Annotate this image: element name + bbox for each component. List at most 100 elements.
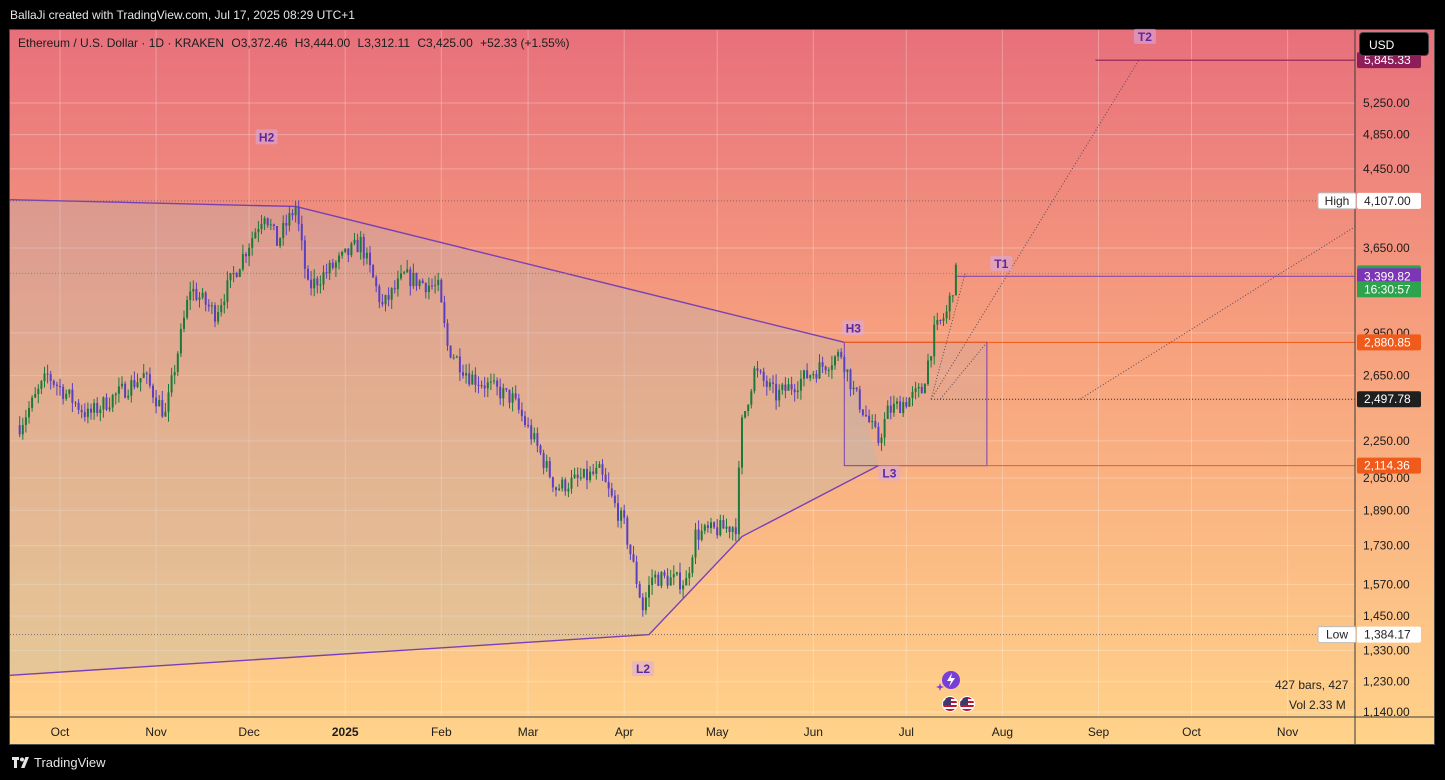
us-flag-icon[interactable] — [959, 696, 975, 712]
candle-body — [691, 557, 694, 573]
countdown-bg — [1357, 281, 1421, 298]
candle-body — [927, 360, 929, 385]
candle-body — [260, 224, 263, 230]
candle-body — [799, 378, 802, 391]
candle-body — [176, 353, 179, 373]
candle-body — [341, 251, 344, 256]
candle-body — [133, 380, 136, 387]
candle-body — [148, 374, 151, 386]
candle-body — [558, 488, 561, 491]
candle-body — [573, 474, 576, 478]
candle-body — [449, 345, 452, 358]
bars-count: 427 bars, 427 — [1275, 678, 1349, 692]
candle-body — [424, 283, 427, 293]
candle-body — [269, 224, 272, 226]
candle-body — [77, 402, 80, 410]
chart-frame[interactable] — [9, 29, 1435, 745]
tradingview-logo[interactable]: TradingView — [12, 755, 106, 770]
candle-body — [468, 373, 471, 385]
pattern-drawing — [10, 59, 1355, 676]
candle-body — [908, 398, 911, 407]
grid — [10, 30, 1355, 717]
time-tick-label: Nov — [1277, 725, 1298, 739]
currency-button[interactable]: USD — [1359, 32, 1429, 56]
candle-body — [877, 426, 880, 443]
candle-body — [626, 517, 629, 545]
candle-body — [837, 352, 840, 357]
candle-body — [945, 311, 948, 319]
price-tag: 2,880.85 — [1364, 335, 1411, 349]
candle-body — [480, 385, 483, 387]
candle-body — [598, 464, 601, 468]
price-tag-bg — [1357, 334, 1421, 351]
price-tick-label: 4,850.00 — [1363, 128, 1410, 142]
candle-body — [880, 437, 883, 443]
candle-body — [886, 405, 889, 419]
candle-body — [923, 384, 926, 394]
candle-body — [105, 397, 108, 410]
price-tag-bg — [1357, 52, 1421, 69]
candle-body — [542, 453, 545, 468]
low-label: Low — [1326, 628, 1348, 642]
candle-body — [272, 224, 275, 226]
candle-body — [496, 380, 499, 387]
candle-body — [905, 402, 908, 407]
time-tick-label: Apr — [615, 725, 634, 739]
candle-body — [778, 389, 781, 401]
candle-body — [762, 371, 765, 381]
candle-body — [455, 356, 458, 358]
pattern-label-bg — [842, 320, 865, 336]
t2-projection — [930, 59, 1140, 400]
candle-body — [387, 295, 390, 300]
candle-body — [362, 236, 365, 259]
candle-body — [313, 278, 316, 289]
lower-trendline — [10, 465, 879, 676]
time-tick-label: Aug — [992, 725, 1013, 739]
candle-body — [651, 577, 654, 585]
candle-body — [378, 286, 381, 303]
price-tick-label: 1,450.00 — [1363, 609, 1410, 623]
candle-body — [849, 369, 852, 390]
candle-body — [610, 488, 613, 496]
candle-body — [527, 424, 530, 426]
close-value: C3,425.00 — [417, 36, 473, 50]
candle-body — [579, 477, 582, 479]
price-tag: 3,399.82 — [1364, 269, 1411, 283]
candle-body — [152, 385, 154, 398]
candle-body — [756, 368, 759, 371]
candle-body — [49, 374, 52, 381]
price-tag: 2,114.36 — [1364, 459, 1410, 473]
candle-body — [465, 373, 468, 376]
candle-body — [418, 280, 421, 287]
candle-body — [700, 530, 703, 540]
pattern-label-t1: T1 — [994, 257, 1008, 271]
pattern-label-bg — [255, 129, 278, 145]
candle-body — [170, 375, 173, 393]
price-tick-label: 1,570.00 — [1363, 577, 1410, 591]
candle-body — [189, 291, 192, 301]
candle-body — [517, 398, 520, 410]
symbol-title: Ethereum / U.S. Dollar · 1D · KRAKEN — [18, 36, 225, 50]
candle-body — [350, 243, 353, 256]
candle-body — [666, 575, 669, 586]
price-tags: 4,107.00High1,384.17Low5,845.333,425.003… — [1317, 52, 1421, 644]
symbol-legend: Ethereum / U.S. Dollar · 1D · KRAKEN O3,… — [18, 36, 574, 50]
candle-body — [68, 389, 71, 394]
candle-body — [235, 273, 238, 278]
candle-body — [644, 597, 647, 611]
candle-body — [731, 527, 734, 533]
us-flag-icon[interactable] — [942, 696, 958, 712]
candle-body — [164, 411, 167, 417]
candle-body — [195, 288, 198, 300]
assistant-icon[interactable] — [936, 669, 962, 691]
candle-body — [768, 382, 771, 387]
candle-body — [567, 488, 570, 492]
candle-body — [657, 574, 660, 586]
candle-body — [462, 372, 464, 376]
time-axis: Oct Nov Dec 2025 Feb Mar Apr May Jun Jul Aug Sep Oct… — [51, 725, 1299, 739]
candle-body — [28, 407, 30, 418]
candle-body — [108, 407, 111, 410]
candle-body — [353, 239, 356, 244]
candle-body — [297, 206, 300, 224]
